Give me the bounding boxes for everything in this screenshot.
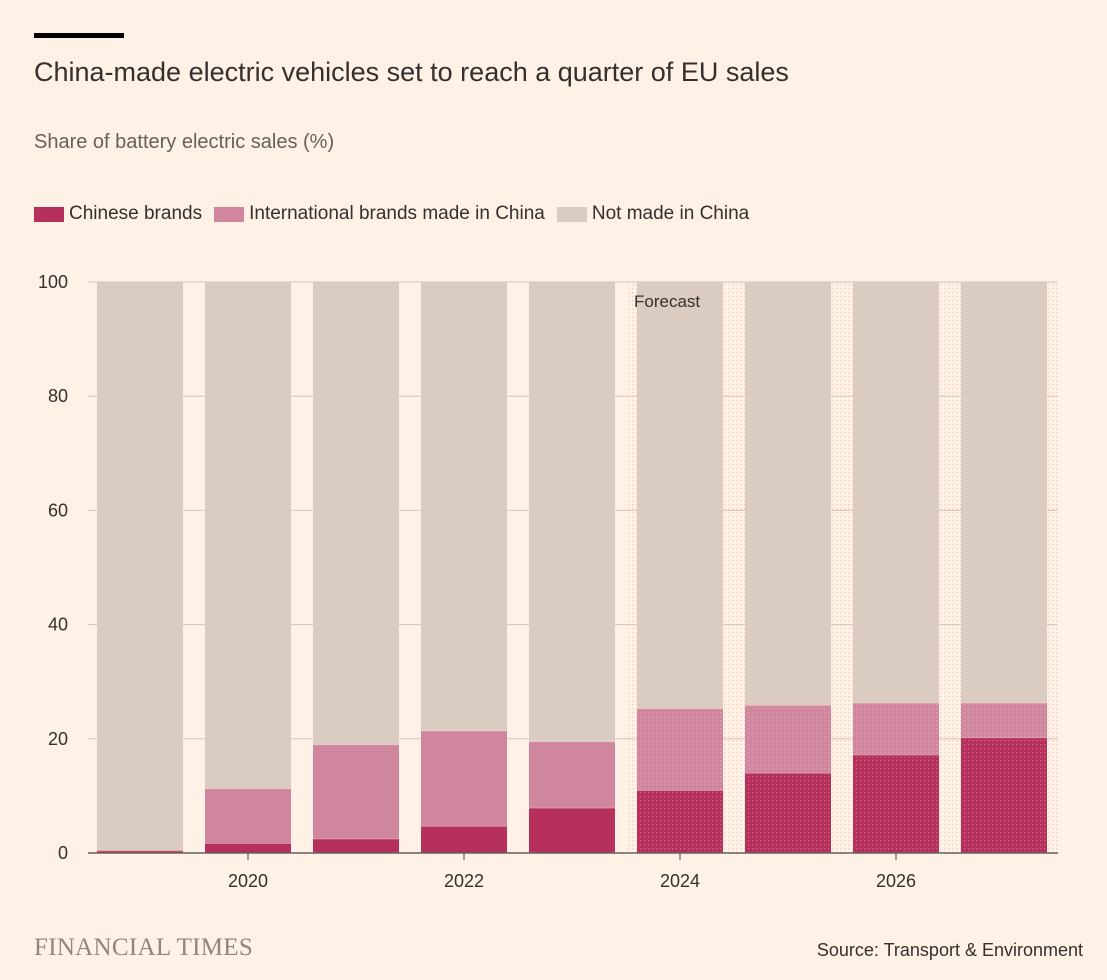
ft-logo: FINANCIAL TIMES (34, 934, 254, 961)
y-tick-label-60: 60 (48, 500, 68, 520)
legend-swatch-chinese-brands (34, 206, 64, 222)
bar-2021-series-0 (313, 838, 399, 853)
bar-2019-series-1 (97, 850, 183, 851)
y-tick-label-100: 100 (38, 272, 68, 292)
bar-2019-series-0 (97, 850, 183, 853)
legend-label-international-brands: International brands made in China (249, 203, 545, 224)
y-tick-label-40: 40 (48, 615, 68, 635)
bar-2020-series-2 (205, 282, 291, 789)
bar-2021-series-2 (313, 282, 399, 745)
bar-2023-series-0 (529, 807, 615, 853)
bar-2019-series-2 (97, 282, 183, 851)
legend-item-chinese-brands: Chinese brands (34, 203, 202, 225)
bar-2022-series-1 (421, 730, 507, 827)
y-tick-label-0: 0 (58, 843, 68, 863)
forecast-label: Forecast (634, 292, 700, 311)
x-tick-label-2022: 2022 (444, 871, 484, 891)
x-tick-label-2026: 2026 (876, 871, 916, 891)
legend-label-not-made-in-china: Not made in China (591, 203, 750, 224)
axes: 0 20 40 60 80 100 2020 2022 2024 2026 (38, 272, 1058, 891)
legend-item-not-made-in-china: Not made in China (556, 203, 750, 225)
bar-2022-series-2 (421, 282, 507, 731)
bar-2023-series-2 (529, 282, 615, 742)
x-tick-label-2020: 2020 (228, 871, 268, 891)
legend-label-chinese-brands: Chinese brands (69, 203, 203, 224)
legend: Chinese brands International brands made… (34, 203, 761, 225)
y-tick-label-80: 80 (48, 386, 68, 406)
source-note: Source: Transport & Environment (816, 940, 1083, 960)
legend-item-international-brands: International brands made in China (214, 203, 545, 225)
chart-subtitle: Share of battery electric sales (%) (34, 131, 335, 153)
bar-2020-series-1 (205, 788, 291, 844)
top-rule (34, 33, 124, 38)
bar-2023-series-1 (529, 741, 615, 808)
bar-2020-series-0 (205, 843, 291, 853)
legend-swatch-not-made-in-china (556, 206, 587, 222)
bar-2022-series-0 (421, 826, 507, 853)
stacked-bar-chart: 0 20 40 60 80 100 2020 2022 2024 2026 Forecast (38, 272, 1058, 891)
legend-swatch-international-brands (214, 206, 245, 222)
y-tick-label-20: 20 (48, 729, 68, 749)
bar-2021-series-1 (313, 744, 399, 839)
forecast-texture (626, 282, 1058, 853)
x-tick-label-2024: 2024 (660, 871, 700, 891)
forecast-overlay (626, 282, 1058, 853)
chart-title: China-made electric vehicles set to reac… (34, 57, 789, 87)
